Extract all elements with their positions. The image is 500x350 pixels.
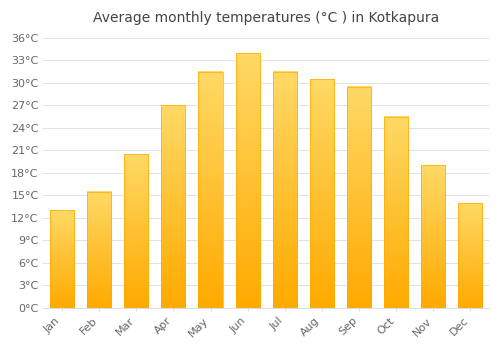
Bar (384, 117, 408, 308)
Bar (124, 154, 148, 308)
Bar (162, 105, 186, 308)
Bar (272, 72, 297, 308)
Bar (198, 72, 222, 308)
Bar (87, 192, 111, 308)
Bar (421, 166, 446, 308)
Bar (347, 87, 371, 308)
Bar (50, 210, 74, 308)
Bar (236, 53, 260, 308)
Bar (310, 79, 334, 308)
Bar (458, 203, 482, 308)
Title: Average monthly temperatures (°C ) in Kotkapura: Average monthly temperatures (°C ) in Ko… (93, 11, 440, 25)
